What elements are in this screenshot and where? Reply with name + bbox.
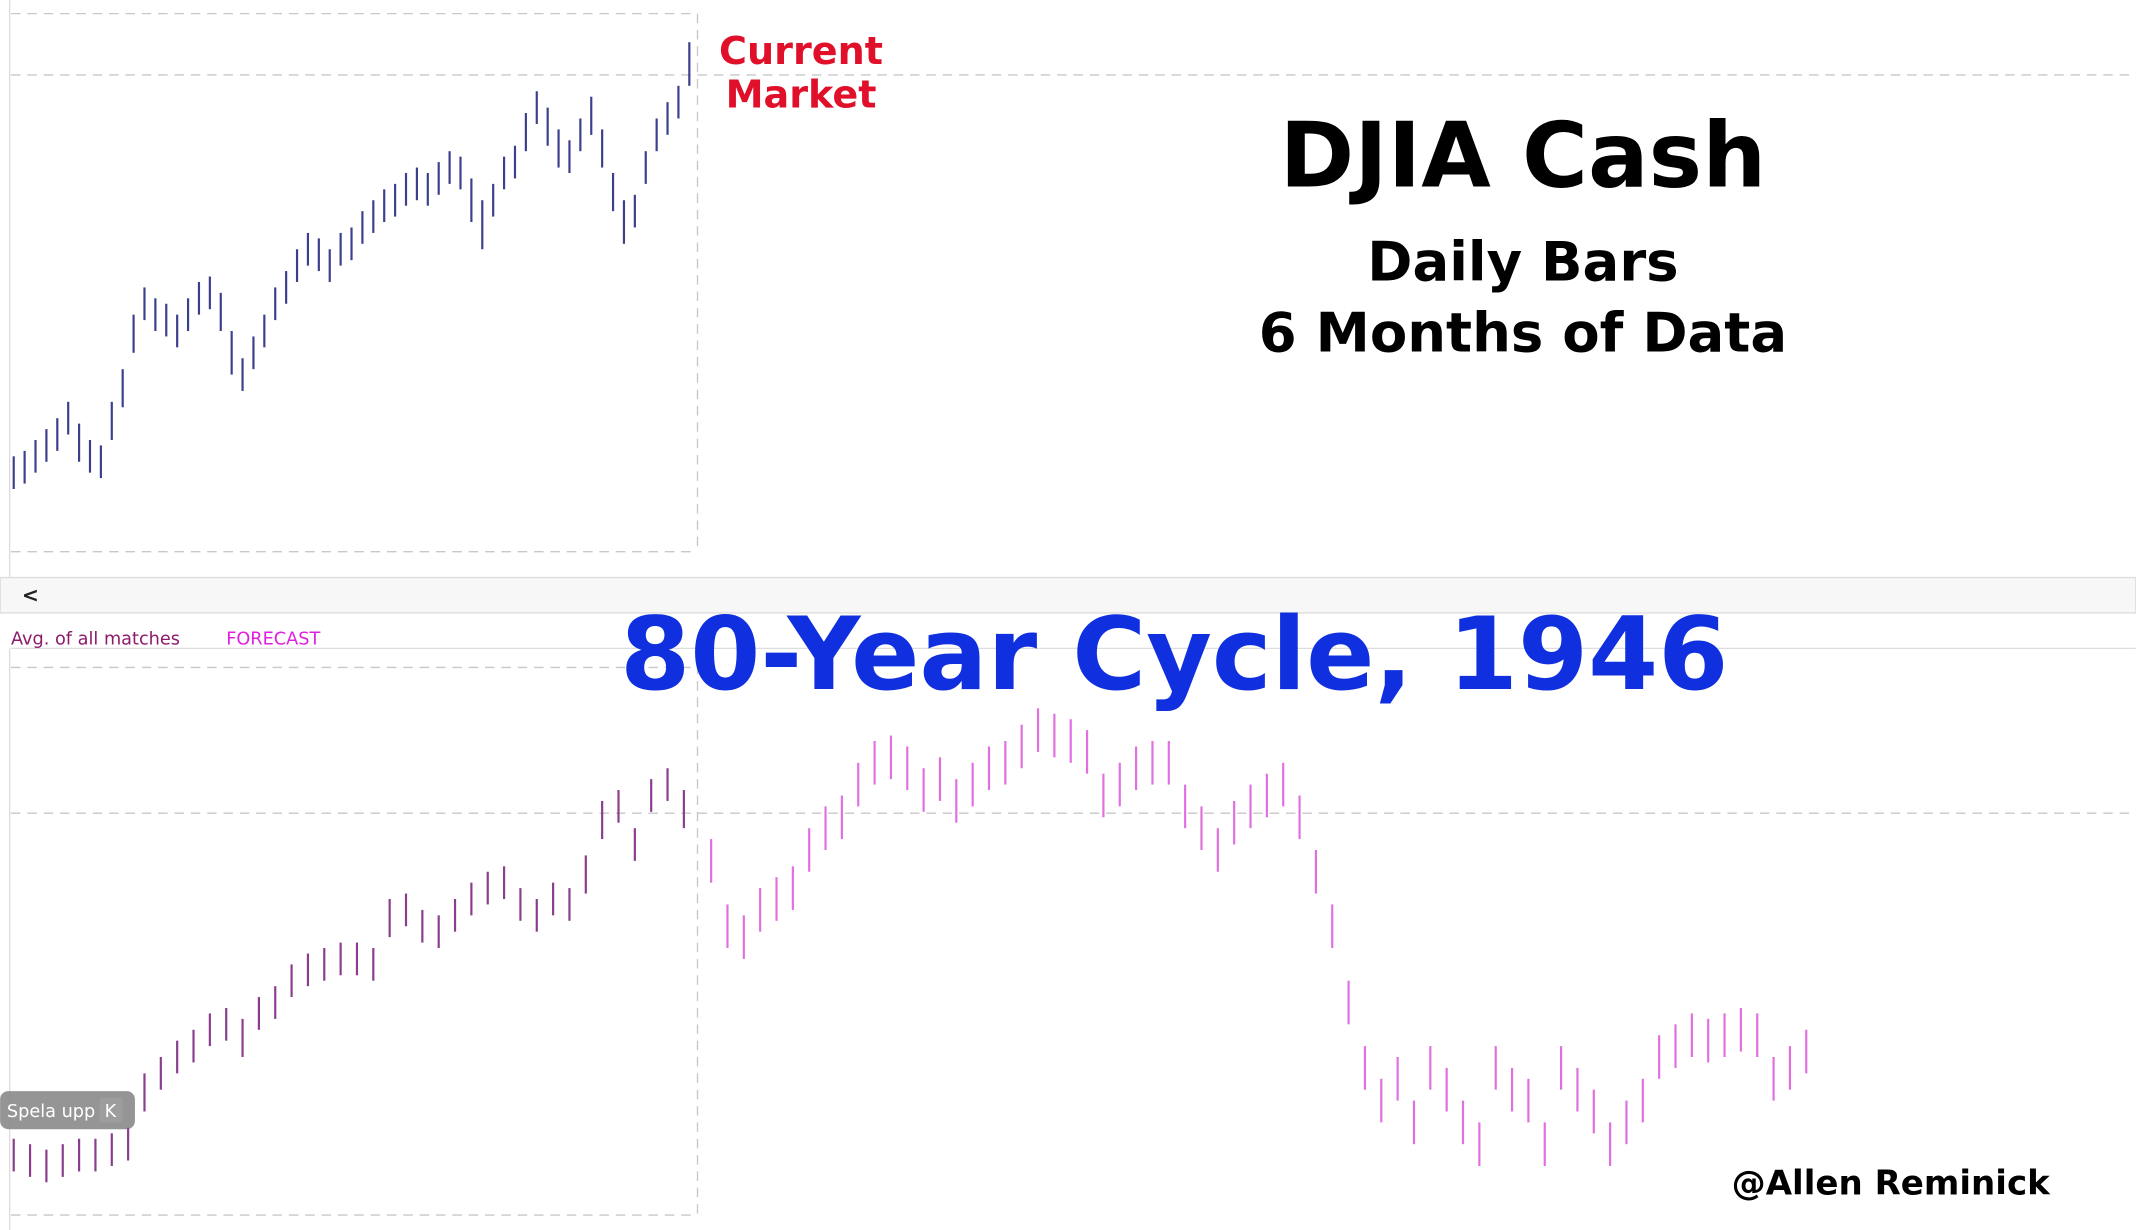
annotation: Current — [719, 29, 883, 73]
key-label: K — [105, 1102, 117, 1122]
scroll-back[interactable]: < — [22, 583, 39, 607]
legend-entry: Avg. of all matches — [11, 629, 180, 649]
play-label: Spela upp — [7, 1102, 95, 1122]
chart-title: 80-Year Cycle, 1946 — [620, 595, 1728, 713]
annotation: @Allen Reminick — [1732, 1164, 2051, 1204]
chart-subtitle: 6 Months of Data — [1259, 300, 1787, 364]
chart-title: DJIA Cash — [1280, 105, 1767, 209]
key-badge — [99, 1097, 123, 1123]
chart-subtitle: Daily Bars — [1367, 230, 1678, 294]
annotation: Market — [726, 73, 877, 117]
legend-entry: FORECAST — [226, 629, 320, 649]
